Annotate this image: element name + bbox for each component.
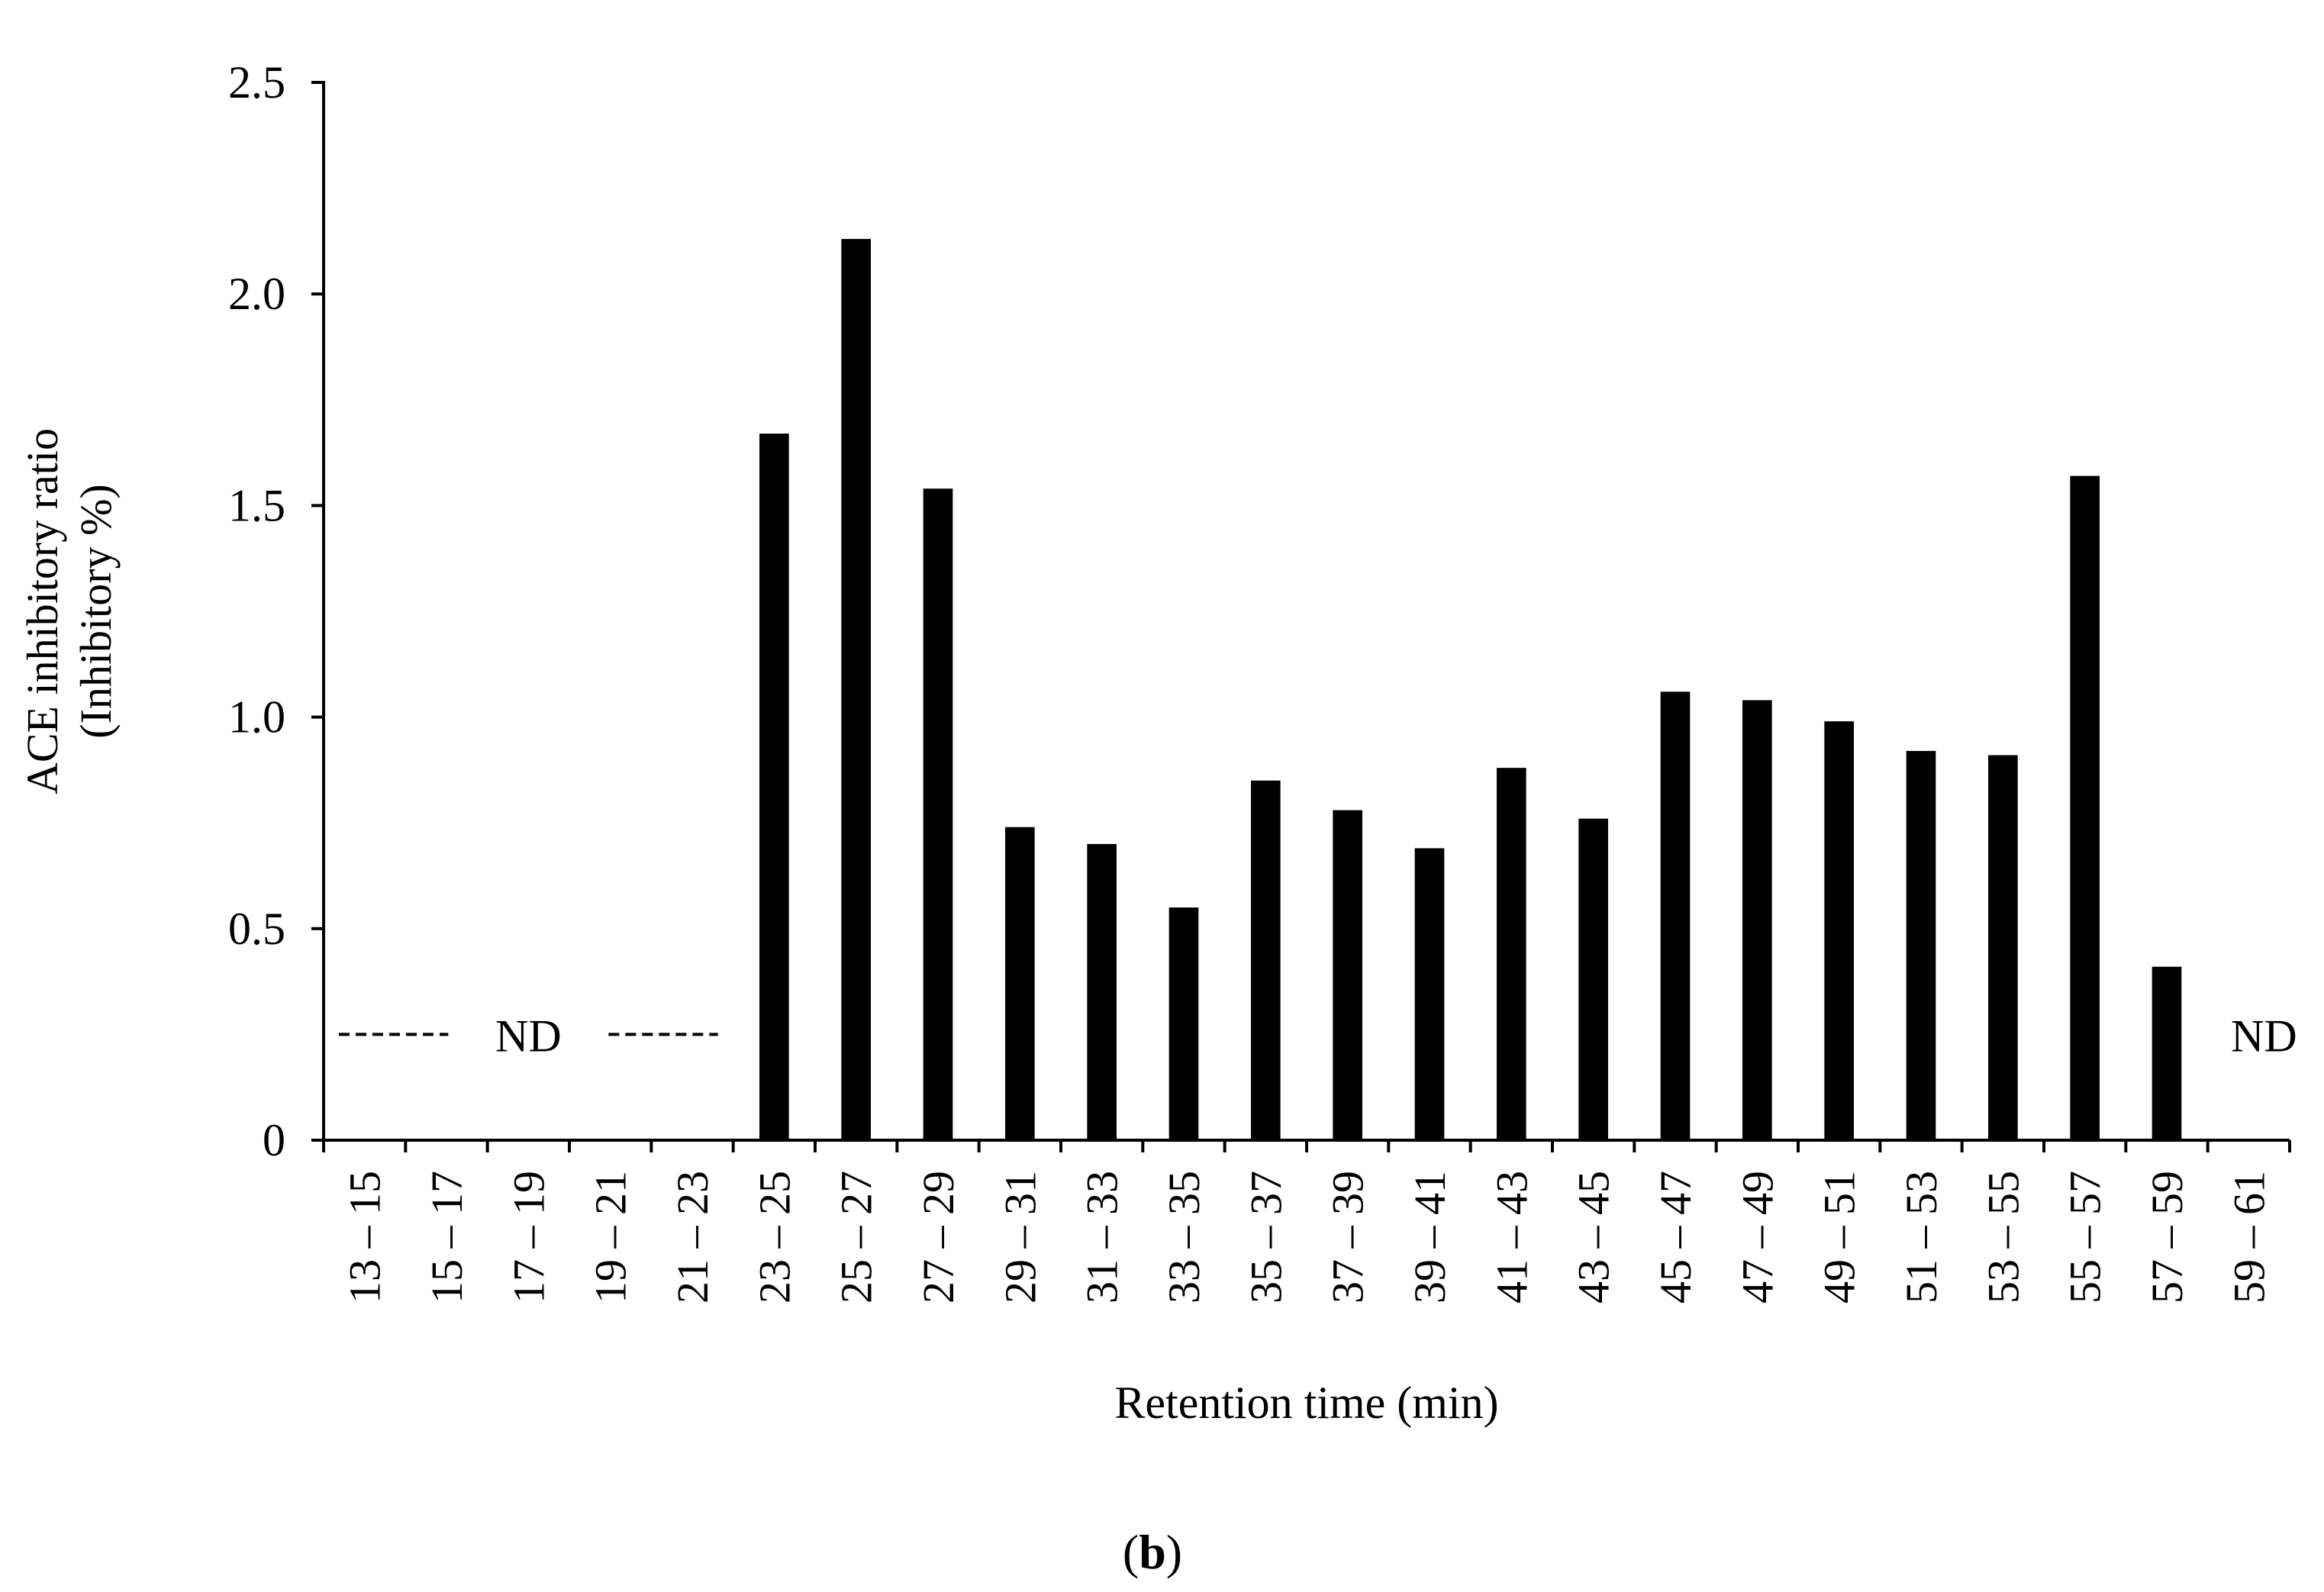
bar bbox=[1660, 691, 1691, 1140]
x-tick-label: 33 – 35 bbox=[1159, 1171, 1209, 1304]
x-tick-label: 15 – 17 bbox=[422, 1171, 472, 1304]
x-tick-label: 25 – 27 bbox=[832, 1171, 882, 1304]
bar bbox=[759, 433, 789, 1140]
x-tick-label: 47 – 49 bbox=[1733, 1171, 1782, 1304]
bar bbox=[1824, 721, 1854, 1140]
bar bbox=[2070, 475, 2100, 1140]
bar bbox=[2152, 966, 2182, 1140]
bar bbox=[1497, 768, 1526, 1140]
bar bbox=[841, 239, 871, 1141]
x-tick-label: 41 – 43 bbox=[1487, 1171, 1536, 1304]
bar bbox=[1742, 700, 1772, 1140]
bar bbox=[1414, 848, 1445, 1140]
y-tick-label: 2.0 bbox=[228, 269, 285, 319]
panel-label-letter: b bbox=[1139, 1525, 1166, 1579]
y-tick-label: 0 bbox=[263, 1115, 285, 1165]
nd-annotation: ND bbox=[495, 1010, 562, 1061]
nd-annotation: ND bbox=[2231, 1010, 2297, 1061]
y-ticks-group: 0 0.5 1.0 1.5 2.0 2.5 bbox=[228, 57, 324, 1165]
x-tick-label: 23 – 25 bbox=[749, 1171, 799, 1304]
x-tick-label: 43 – 45 bbox=[1569, 1171, 1619, 1304]
x-ticks-group: 13 – 15 15 – 17 17 – 19 19 – 21 21 – 23 23 – … bbox=[322, 1140, 2291, 1304]
bars-group bbox=[759, 239, 2182, 1141]
panel-label-close: ) bbox=[1166, 1525, 1182, 1579]
x-tick-label: 17 – 19 bbox=[504, 1171, 553, 1304]
x-tick-label: 59 – 61 bbox=[2224, 1171, 2274, 1304]
x-tick-label: 49 – 51 bbox=[1815, 1171, 1865, 1304]
x-tick-label: 35 – 37 bbox=[1241, 1171, 1291, 1304]
y-tick-label: 1.5 bbox=[228, 480, 285, 530]
bar bbox=[1906, 750, 1936, 1140]
y-tick-label: 0.5 bbox=[228, 904, 285, 954]
x-tick-label: 37 – 39 bbox=[1323, 1171, 1373, 1304]
bar bbox=[1251, 780, 1281, 1140]
y-tick-label: 1.0 bbox=[228, 692, 285, 743]
bar bbox=[1578, 818, 1608, 1140]
x-tick-label: 13 – 15 bbox=[340, 1171, 390, 1304]
bar bbox=[1005, 827, 1035, 1140]
x-tick-label: 51 – 53 bbox=[1897, 1171, 1946, 1304]
x-tick-label: 31 – 33 bbox=[1078, 1171, 1127, 1304]
bar bbox=[1087, 843, 1117, 1140]
x-tick-label: 27 – 29 bbox=[914, 1171, 963, 1304]
x-tick-label: 21 – 23 bbox=[668, 1171, 717, 1304]
bar bbox=[1168, 907, 1199, 1140]
panel-label: (b) bbox=[1123, 1525, 1182, 1579]
x-axis-label: Retention time (min) bbox=[1114, 1378, 1498, 1428]
bar bbox=[1988, 755, 2018, 1140]
x-tick-label: 57 – 59 bbox=[2142, 1171, 2192, 1304]
annotations-group: ND ND bbox=[339, 1010, 2297, 1061]
panel-label-open: ( bbox=[1123, 1525, 1139, 1579]
x-tick-label: 53 – 55 bbox=[1978, 1171, 2028, 1304]
x-tick-label: 19 – 21 bbox=[586, 1171, 636, 1304]
x-tick-label: 45 – 47 bbox=[1651, 1171, 1700, 1304]
y-tick-label: 2.5 bbox=[228, 57, 285, 108]
y-axis-label-line-2: (Inhibitory %) bbox=[71, 484, 121, 738]
x-tick-label: 39 – 41 bbox=[1405, 1171, 1455, 1304]
x-tick-label: 29 – 31 bbox=[995, 1171, 1045, 1304]
y-axis-label-line-1: ACE inhibitory ratio bbox=[18, 428, 67, 794]
bar bbox=[923, 488, 953, 1140]
bar bbox=[1333, 810, 1362, 1140]
x-tick-label: 55 – 57 bbox=[2061, 1171, 2110, 1304]
